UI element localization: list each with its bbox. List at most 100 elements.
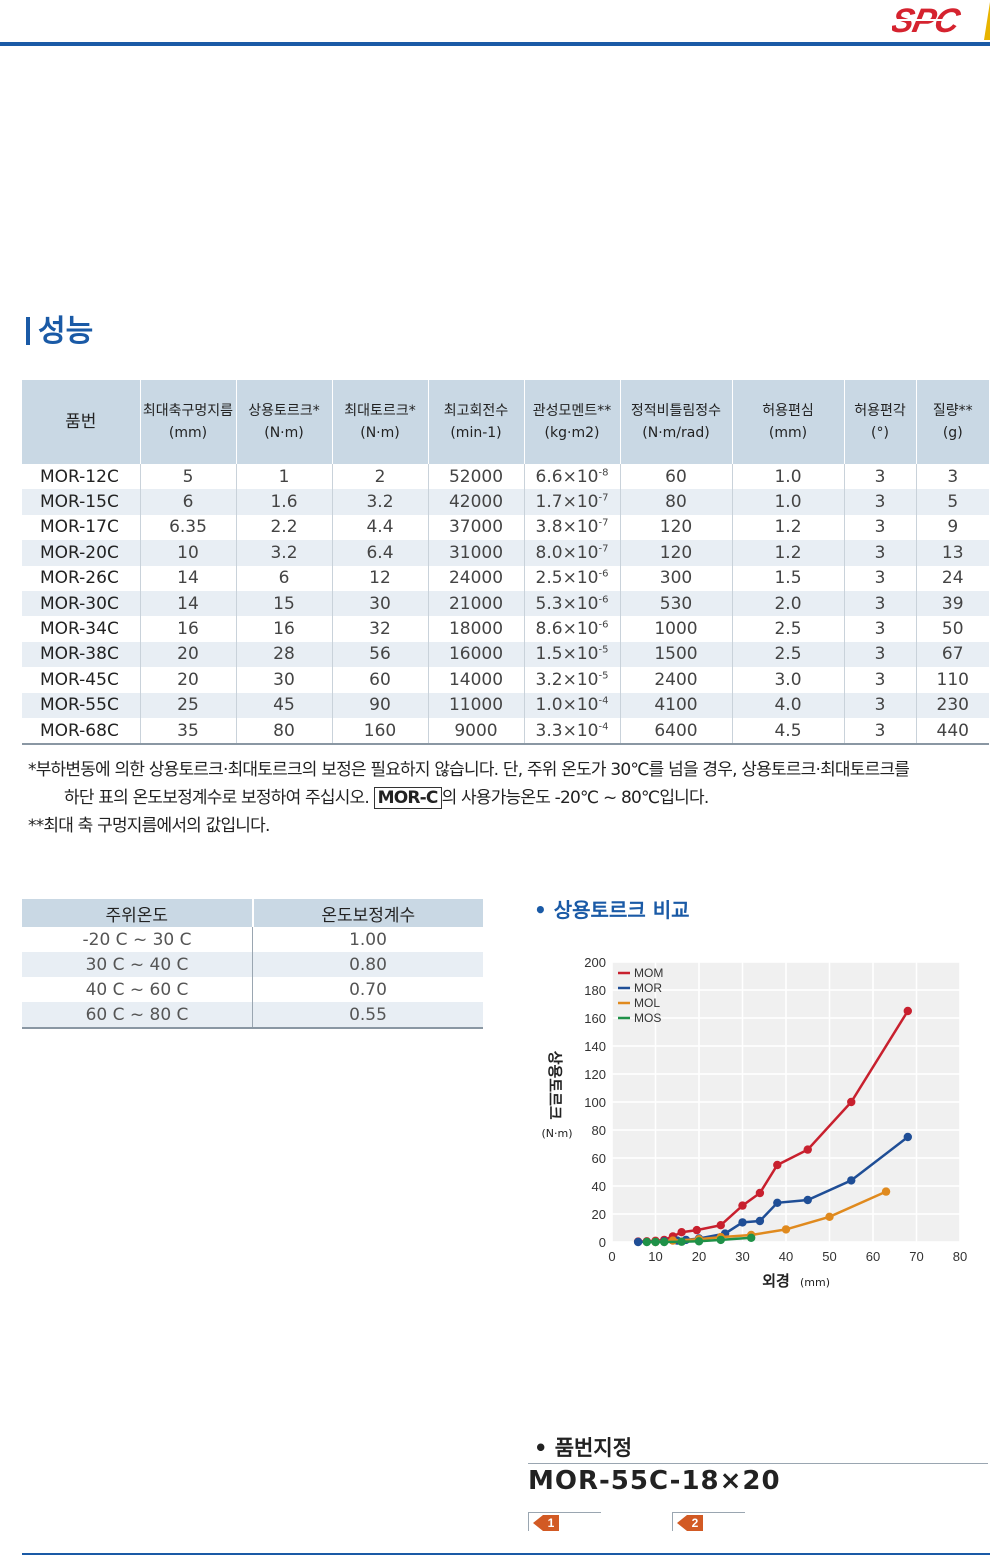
table-cell: 21000 [427, 590, 524, 617]
inertia-mantissa: 1.0×10 [535, 695, 599, 716]
table-cell: 28 [235, 641, 332, 668]
section-title-text: 성능 [38, 314, 94, 349]
temp-row: 60 C ~ 80 C 0.55 [22, 1002, 483, 1029]
x-tick-label: 20 [692, 1249, 706, 1264]
title-bar [26, 317, 30, 345]
table-cell: 60 [619, 464, 732, 490]
table-cell: 2.2 [235, 514, 332, 541]
part-number-cell: MOR-12C [40, 466, 119, 487]
part-number-cell: MOR-30C [22, 590, 140, 617]
header-cell: 허용편심 (mm) [731, 380, 844, 464]
header-name: 허용편심 [762, 403, 814, 419]
table-cell: 1.0 [731, 489, 844, 515]
inertia-mantissa: 8.6×10 [535, 619, 599, 640]
table-cell: 4100 [619, 692, 732, 718]
table-cell: 1.5 [731, 565, 844, 591]
y-tick-label: 160 [584, 1011, 606, 1026]
part-number-code: MOR-55C-18×20 [528, 1466, 781, 1496]
data-point-mom [716, 1221, 725, 1230]
table-cell: 1000 [619, 616, 732, 642]
table-cell: 14 [139, 565, 236, 591]
inertia-exponent: -8 [598, 467, 609, 479]
table-cell: 16 [139, 616, 236, 642]
table-row: MOR-12C 5 1 2 52000 6.6×10-8 60 1.0 3 3 [22, 464, 989, 490]
header-name: 상용토르크* [248, 403, 320, 419]
temp-range-cell: 60 C ~ 80 C [22, 1002, 253, 1029]
table-cell: 3.0 [731, 667, 844, 693]
inertia-cell: 1.7×10-7 [523, 489, 620, 515]
table-cell: 1500 [619, 641, 732, 668]
table-cell: 50 [915, 616, 989, 642]
data-point-mol [825, 1212, 834, 1221]
part-number-cell: MOR-68C [22, 717, 140, 746]
inertia-mantissa: 1.5×10 [535, 644, 599, 665]
svg-text:SPC: SPC [892, 2, 965, 40]
table-cell: 67 [915, 641, 989, 668]
table-cell: 3 [843, 692, 916, 718]
header-unit: (kg·m2) [544, 425, 600, 441]
table-cell: 1.0 [731, 464, 844, 490]
inertia-cell: 8.0×10-7 [523, 540, 620, 566]
temp-row: 30 C ~ 40 C 0.80 [22, 952, 483, 977]
table-cell: 120 [619, 540, 732, 566]
header-name: 허용편각 [854, 403, 906, 419]
inertia-cell: 8.6×10-6 [523, 616, 620, 642]
data-point-mom [803, 1145, 812, 1154]
table-cell: 3 [843, 590, 916, 617]
table-cell: 12 [331, 565, 428, 591]
table-cell: 2400 [619, 667, 732, 693]
table-cell: 2 [331, 464, 428, 490]
table-cell: 3 [915, 464, 989, 490]
table-cell: 1.6 [235, 489, 332, 515]
inertia-cell: 2.5×10-6 [523, 565, 620, 591]
table-cell: 230 [915, 692, 989, 718]
table-cell: 42000 [427, 489, 524, 515]
legend-label: MOL [634, 996, 660, 1010]
table-row: MOR-34C 16 16 32 18000 8.6×10-6 1000 2.5 3 50 [22, 616, 989, 642]
header-unit: (N·m) [360, 425, 400, 441]
inertia-mantissa: 8.0×10 [535, 542, 599, 563]
header-unit: (min-1) [450, 425, 502, 441]
inertia-mantissa: 3.2×10 [535, 669, 599, 690]
x-tick-label: 10 [648, 1249, 662, 1264]
table-cell: 15 [235, 590, 332, 617]
table-cell: 3 [843, 464, 916, 490]
table-cell: 3 [843, 667, 916, 693]
table-row: MOR-55C 25 45 90 11000 1.0×10-4 4100 4.0 3 230 [22, 692, 989, 718]
part-number-cell: MOR-26C [40, 568, 119, 589]
part-number-cell: MOR-45C [40, 669, 119, 690]
table-row: MOR-45C 20 30 60 14000 3.2×10-5 2400 3.0 3 110 [22, 667, 989, 693]
inertia-exponent: -4 [598, 720, 609, 732]
data-point-mor [738, 1218, 747, 1227]
table-cell: 1 [235, 464, 332, 490]
table-cell: 16000 [427, 641, 524, 668]
inertia-exponent: -7 [598, 492, 609, 504]
marker-1: 1 [528, 1512, 601, 1531]
arrow-left-icon [533, 1515, 543, 1531]
table-cell: 300 [619, 565, 732, 591]
table-row: MOR-68C 35 80 160 9000 3.3×10-4 6400 4.5 3 440 [22, 717, 989, 746]
table-cell: 32 [331, 616, 428, 642]
data-point-mor [847, 1176, 856, 1185]
temp-factor-cell: 0.70 [252, 977, 483, 1002]
inertia-exponent: -5 [598, 644, 609, 656]
table-row: MOR-38C 20 28 56 16000 1.5×10-5 1500 2.5 3 67 [22, 641, 989, 668]
temp-row: 40 C ~ 60 C 0.70 [22, 977, 483, 1002]
table-cell: 13 [915, 540, 989, 566]
legend-label: MOR [634, 981, 662, 995]
y-tick-label: 20 [592, 1207, 606, 1222]
temp-range-cell: 40 C ~ 60 C [85, 979, 189, 1000]
table-cell: 30 [331, 590, 428, 617]
y-axis-unit: (N·m) [541, 1127, 572, 1140]
table-cell: 1.2 [731, 540, 844, 566]
x-axis-label: 외경 [762, 1272, 790, 1290]
model-box: MOR-C [373, 787, 442, 809]
data-point-mos [716, 1235, 725, 1245]
temp-header-ambient: 주위온도 [22, 899, 253, 927]
header-cell: 최고회전수 (min-1) [427, 380, 524, 464]
table-row: MOR-17C 6.35 2.2 4.4 37000 3.8×10-7 120 1.2 3 9 [22, 514, 989, 541]
y-tick-label: 120 [584, 1067, 606, 1082]
legend-label: MOM [634, 966, 663, 980]
table-cell: 3 [843, 514, 916, 541]
section-title: 성능 [26, 306, 93, 350]
